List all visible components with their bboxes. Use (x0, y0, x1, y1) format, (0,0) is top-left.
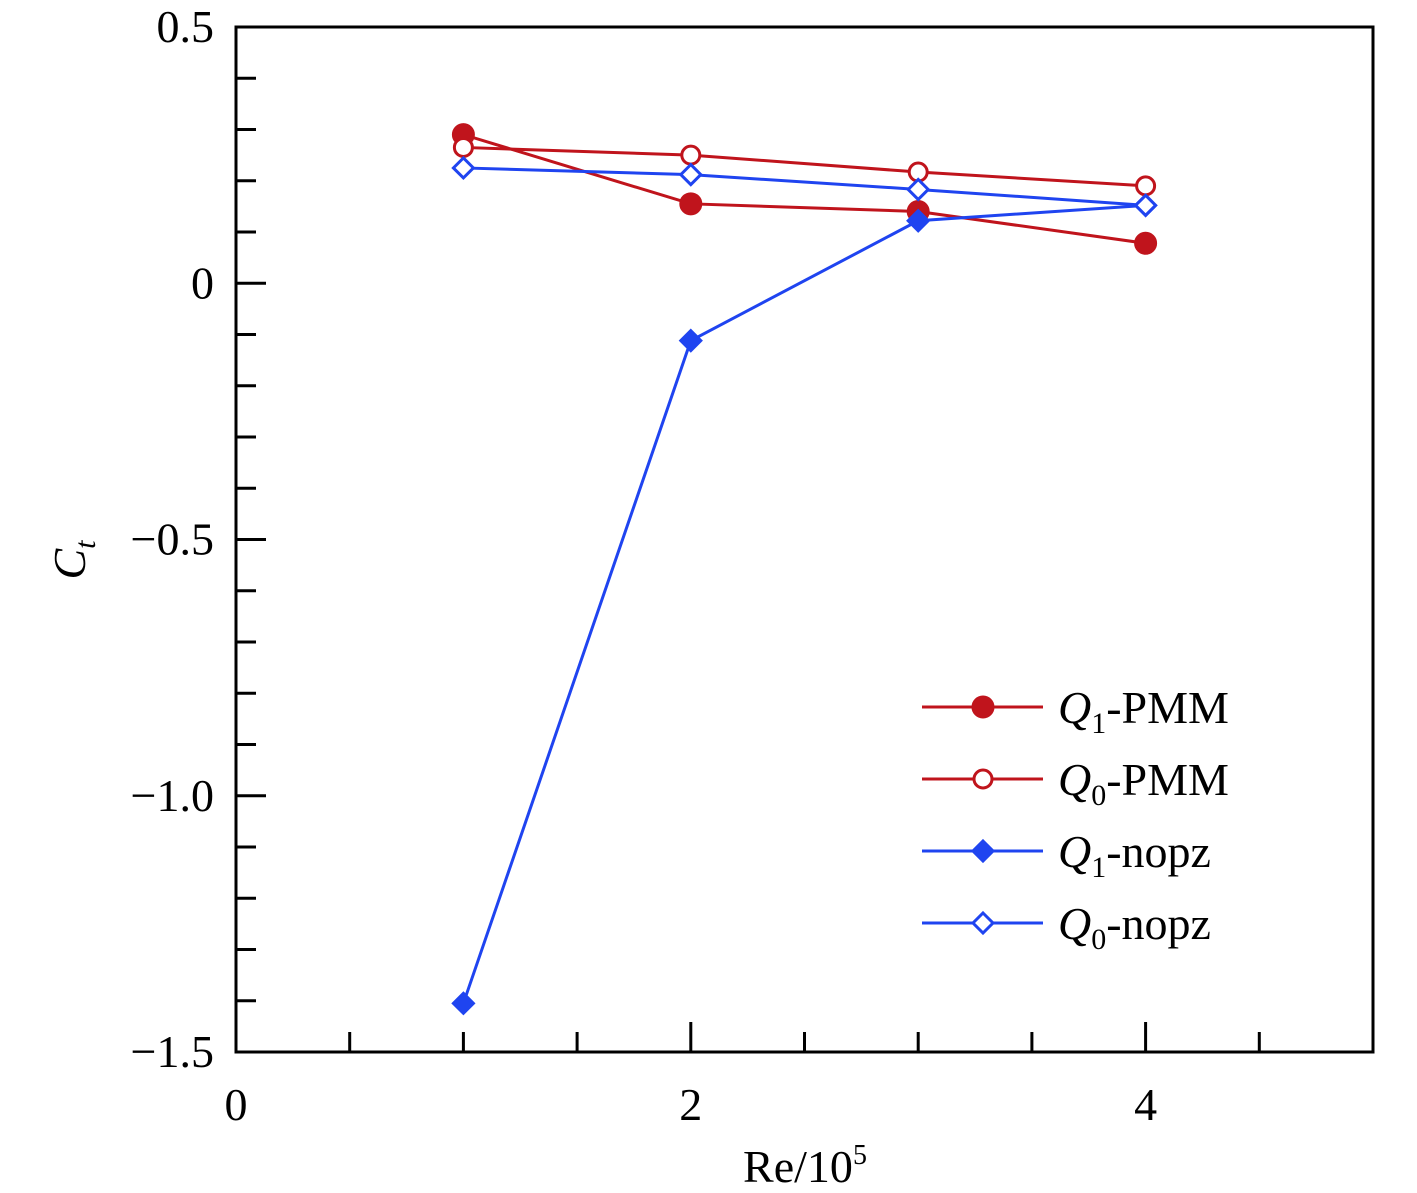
y-tick-label: −1.0 (131, 770, 214, 821)
legend-label: Q1-nopz (1058, 826, 1211, 884)
data-point-q0-nopz (906, 177, 931, 202)
data-point-q0-nopz (678, 162, 703, 187)
data-point-q0-nopz (1133, 193, 1158, 218)
legend-label: Q0-nopz (1058, 898, 1211, 956)
series-q0-pmm (452, 136, 1157, 197)
legend-label: Q1-PMM (1058, 682, 1229, 740)
y-tick-label: −0.5 (131, 514, 214, 565)
tick-labels: 0.50−0.5−1.0−1.50 2 4 (131, 1, 1158, 1130)
data-point-q1-nopz (906, 208, 931, 233)
data-point-q0-pmm (680, 144, 702, 166)
data-point-q0-pmm (452, 136, 474, 158)
legend-item-q1-nopz: Q1-nopz (922, 826, 1211, 884)
x-tick-label: 0 (225, 1079, 248, 1130)
x-tick-label: 2 (679, 1079, 702, 1130)
series-layer (451, 123, 1158, 1016)
data-point-q1-pmm (679, 192, 703, 216)
series-line-q0-nopz (463, 166, 1146, 207)
series-line-q0-pmm (463, 145, 1146, 188)
x-axis-title: Re/105 (743, 1140, 867, 1192)
legend: Q1-PMM Q0-PMM Q1-nopz Q0-nopz (922, 682, 1229, 956)
legend-marker (972, 768, 994, 790)
legend-marker (970, 910, 996, 936)
legend-item-q1-pmm: Q1-PMM (922, 682, 1229, 740)
legend-marker (971, 695, 995, 719)
data-point-q1-nopz (678, 328, 703, 353)
y-tick-label: 0 (191, 257, 214, 308)
data-point-q0-nopz (451, 155, 476, 181)
y-axis-title: Ct (44, 540, 102, 580)
legend-item-q0-pmm: Q0-PMM (922, 754, 1229, 812)
legend-item-q0-nopz: Q0-nopz (922, 898, 1211, 956)
data-point-q1-nopz (451, 991, 476, 1016)
series-line-q1-nopz (461, 203, 1146, 1004)
x-tick-label: 4 (1134, 1079, 1157, 1130)
series-line-q1-pmm (462, 133, 1146, 245)
legend-label: Q0-PMM (1058, 754, 1229, 812)
svg-text:Ct: Ct (44, 540, 102, 580)
data-point-q1-pmm (1134, 231, 1158, 255)
y-tick-label: −1.5 (131, 1026, 214, 1077)
series-q0-nopz (451, 155, 1158, 218)
data-point-q0-pmm (1135, 175, 1157, 197)
plot-frame (234, 25, 1375, 1054)
series-q1-nopz (451, 193, 1158, 1016)
series-q1-pmm (451, 123, 1158, 255)
legend-marker (970, 838, 996, 864)
y-tick-label: 0.5 (157, 1, 215, 52)
